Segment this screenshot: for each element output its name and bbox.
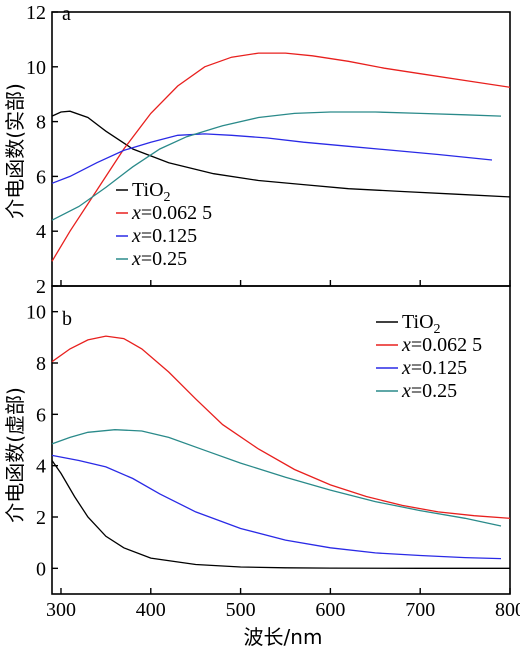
- panel-letter: a: [62, 3, 71, 25]
- x-tick-label: 300: [46, 599, 76, 621]
- x-tick-label: 800: [495, 599, 520, 621]
- series-line-x0625: [51, 52, 511, 262]
- legend-entry: x=0.25: [401, 380, 457, 402]
- y-tick-label: 0: [36, 558, 46, 580]
- x-tick-label: 600: [315, 599, 345, 621]
- series-line-x0125: [51, 454, 502, 560]
- y-tick-label: 2: [36, 507, 46, 529]
- legend-entry: TiO2: [132, 179, 171, 205]
- legend-entry: x=0.062 5: [401, 334, 482, 356]
- y-tick-label: 6: [36, 404, 46, 426]
- legend-entry: x=0.25: [131, 248, 187, 270]
- series-line-x0625: [51, 335, 511, 519]
- x-tick-label: 500: [226, 599, 256, 621]
- y-tick-label: 8: [36, 112, 46, 134]
- x-axis-label: 波长/nm: [244, 625, 323, 649]
- x-tick-label: 700: [405, 599, 435, 621]
- y-tick-label: 2: [36, 276, 46, 298]
- y-tick-label: 4: [36, 456, 46, 478]
- series-line-x0125: [51, 133, 493, 184]
- series-line-x025: [51, 429, 502, 527]
- series-line-TiO2: [51, 460, 510, 569]
- legend-entry: x=0.125: [401, 357, 467, 379]
- series-line-x025: [51, 111, 502, 221]
- panel-letter: b: [62, 308, 72, 330]
- y-axis-label: 介电函数(虚部): [3, 387, 27, 523]
- y-tick-label: 8: [36, 353, 46, 375]
- y-tick-label: 4: [36, 221, 46, 243]
- y-tick-label: 6: [36, 166, 46, 188]
- y-axis-label: 介电函数(实部): [3, 83, 27, 219]
- legend-entry: x=0.062 5: [131, 202, 212, 224]
- y-tick-label: 10: [26, 302, 46, 324]
- y-tick-label: 10: [26, 57, 46, 79]
- x-tick-label: 400: [136, 599, 166, 621]
- series-line-TiO2: [51, 110, 511, 198]
- legend-entry: TiO2: [402, 311, 441, 337]
- y-tick-label: 12: [26, 2, 46, 24]
- legend-entry: x=0.125: [131, 225, 197, 247]
- plot-frame: [51, 285, 511, 595]
